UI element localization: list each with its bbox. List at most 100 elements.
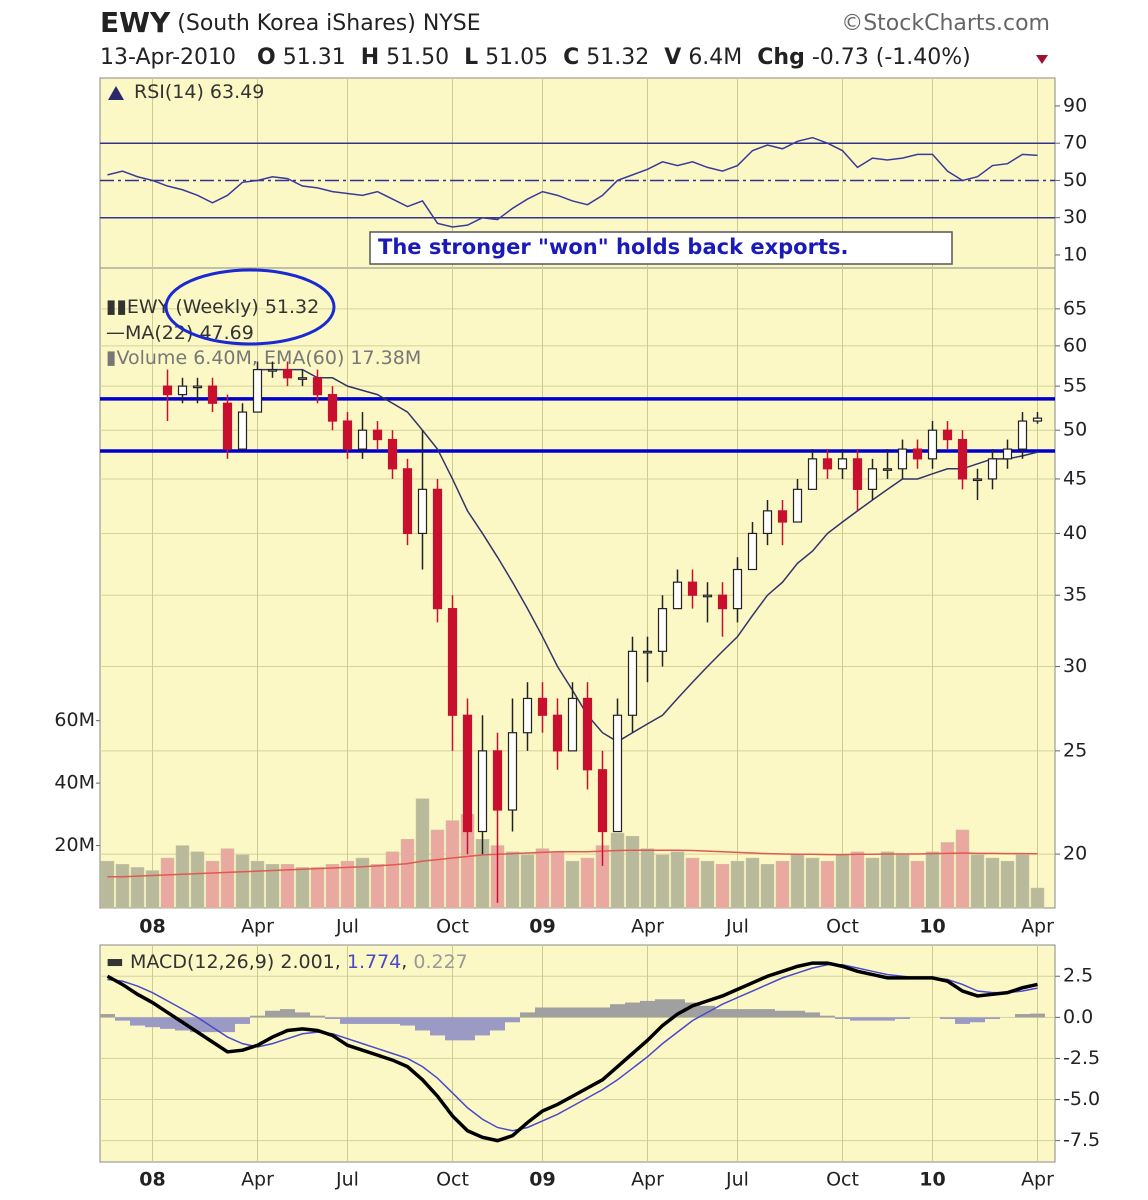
candle-body [312,377,323,396]
volume-bar [955,829,970,909]
candle-body [882,468,893,471]
volume-bar [130,867,145,909]
volume-bar [145,870,160,909]
histogram-bar [1015,1014,1030,1018]
candle-body [402,468,413,535]
candle-body [912,448,923,460]
histogram-bar [715,1009,730,1018]
volume-bar [670,851,685,909]
candle-body [162,385,173,396]
volume-bar [835,854,850,909]
volume-bar [280,864,295,909]
histogram-bar [535,1007,550,1018]
volume-bar [745,857,760,909]
y-tick-label: 25 [1063,739,1087,761]
candle-body [342,420,353,450]
volume-bar [790,854,805,909]
histogram-bar [550,1007,565,1018]
security-name: (South Korea iShares) [177,11,416,36]
histogram-bar [835,1017,850,1019]
x-tick-label: Jul [725,1169,749,1191]
candle-body [672,581,683,610]
candle-body [1032,417,1043,422]
histogram-bar [265,1010,280,1018]
quote-key: V [664,45,681,70]
date: 13-Apr-2010 [100,45,236,70]
candle-body [222,402,233,450]
volume-bar [895,854,910,909]
macd-panel-bg [99,944,1056,1163]
rsi-label: RSI(14) [134,81,204,103]
histogram-bar [760,1009,775,1018]
volume-bar [205,860,220,909]
candle-body [267,369,278,372]
candle-body [867,468,878,490]
symbol: EWY [100,6,171,39]
y-tick-label: 50 [1063,169,1087,191]
candle-body [1002,448,1013,460]
histogram-bar [160,1017,175,1029]
y-tick-label: 50 [1063,419,1087,441]
annotation-box [369,231,953,265]
volume-tick-label: 60M [54,709,95,731]
candle-body [357,429,368,450]
x-tick-label: Apr [631,1169,664,1191]
volume-bar [730,860,745,909]
volume-bar [865,857,880,909]
histogram-bar [610,1004,625,1018]
x-tick-label: Jul [725,916,749,938]
volume-bar [235,854,250,909]
quote-line: 13-Apr-2010 O 51.31 H 51.50 L 51.05 C 51… [100,45,971,70]
volume-bar [265,864,280,909]
y-tick-label: 90 [1063,94,1087,116]
candle-body [927,429,938,460]
histogram-bar [130,1017,145,1026]
price-legend: ▮▮EWY (Weekly) 51.32 [106,296,319,318]
volume-bar [625,835,640,909]
volume-bar [580,857,595,909]
volume-bar [445,820,460,909]
macd-line [106,961,1038,1143]
quote-value: 51.31 [283,45,346,70]
histogram-bar [460,1017,475,1041]
volume-bar [220,848,235,909]
candle-body [462,714,473,833]
candle-body [837,458,848,470]
candle-body [492,750,503,811]
ma-line [257,368,1038,743]
volume-bar [295,867,310,909]
ma-legend: —MA(22) 47.69 [106,322,254,344]
quote-value: 51.05 [485,45,548,70]
candle-body [972,478,983,482]
histogram-bar [145,1017,160,1028]
histogram-bar [940,1017,955,1019]
volume-bar [250,860,265,909]
rsi-icon [108,86,124,100]
y-tick-label: 2.5 [1063,965,1093,987]
volume-bar [355,857,370,909]
y-tick-label: 40 [1063,522,1087,544]
header-line: EWY (South Korea iShares) NYSE [100,6,481,39]
histogram-bar [730,1009,745,1018]
volume-bar [610,832,625,909]
y-tick-label: 65 [1063,297,1087,319]
volume-label: Volume [116,347,187,369]
y-tick-label: 70 [1063,132,1087,154]
histogram-bar [580,1007,595,1018]
x-tick-label: 10 [919,916,945,938]
volume-bar [910,860,925,909]
x-tick-label: Apr [241,916,274,938]
candle-body [612,714,623,833]
histogram-bar [505,1017,520,1023]
volume-bar [1000,860,1015,909]
candle-body [282,369,293,379]
y-tick-label: -2.5 [1063,1047,1100,1069]
quote-value: 51.50 [386,45,449,70]
ema-line [107,849,1038,878]
volume-bar [940,842,955,909]
histogram-bar [850,1017,865,1021]
candle-body [537,697,548,716]
candle-body [192,385,203,389]
volume-bar [520,854,535,909]
candle-body [597,769,608,833]
